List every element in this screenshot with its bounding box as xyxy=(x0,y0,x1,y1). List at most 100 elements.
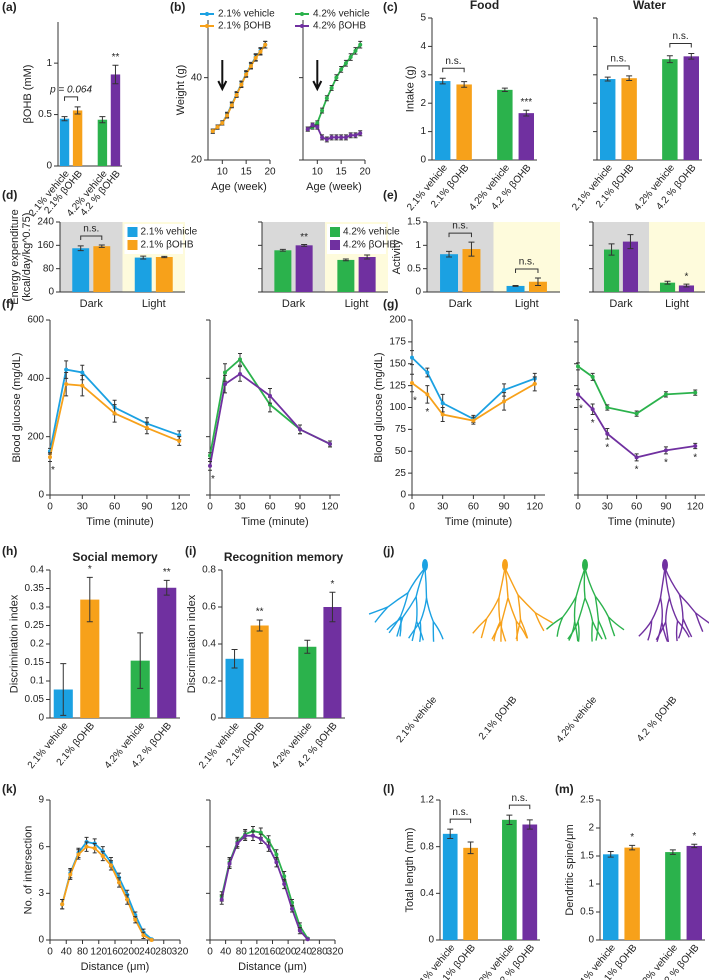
y-tick-label: 0 xyxy=(38,490,44,501)
y-tick-label: 0.4 xyxy=(30,565,44,576)
x-tick-label: 30 xyxy=(437,502,449,513)
x-tick-label: 20 xyxy=(359,167,371,178)
neurite xyxy=(517,594,536,614)
point xyxy=(329,135,334,140)
x-tick-label: 40 xyxy=(61,947,73,958)
neurite xyxy=(480,618,488,639)
point xyxy=(339,67,344,72)
neurite xyxy=(682,618,693,638)
bar xyxy=(497,89,513,160)
panel-label: (m) xyxy=(555,782,574,796)
bar xyxy=(295,245,313,292)
bar xyxy=(157,587,177,718)
point xyxy=(290,906,295,911)
x-axis-label: Time (minute) xyxy=(608,516,675,528)
significance: * xyxy=(692,831,696,842)
error-bar xyxy=(98,244,105,248)
bracket xyxy=(449,818,472,824)
neurite xyxy=(591,621,603,640)
y-tick-label: 1.5 xyxy=(407,217,421,228)
error-bar xyxy=(683,283,690,288)
error-bar xyxy=(534,277,541,286)
point xyxy=(425,370,430,375)
y-tick-label: 1.5 xyxy=(580,851,594,862)
point xyxy=(298,427,302,432)
x-tick-label: 120 xyxy=(687,502,704,513)
x-tick-label: 280 xyxy=(311,947,328,958)
series-line xyxy=(220,830,309,939)
point xyxy=(339,135,344,140)
x-tick-label: 280 xyxy=(155,947,172,958)
y-tick-label: 0.15 xyxy=(25,657,45,668)
point xyxy=(532,381,537,386)
neurite xyxy=(419,597,428,623)
point xyxy=(238,357,242,362)
point xyxy=(239,82,244,87)
neurite xyxy=(597,620,607,640)
soma xyxy=(582,559,588,571)
x-tick-label: 240 xyxy=(295,947,312,958)
neurite xyxy=(573,621,579,642)
point xyxy=(315,120,320,125)
point xyxy=(693,390,698,395)
bar xyxy=(462,249,481,292)
bar xyxy=(250,625,269,718)
y-tick-label: 400 xyxy=(27,373,44,384)
x-tick-label: 0 xyxy=(207,947,213,958)
category-label: Dark xyxy=(609,298,633,310)
bar xyxy=(298,646,317,718)
series-line xyxy=(411,382,536,422)
y-tick-label: 1.2 xyxy=(420,795,434,806)
point xyxy=(471,418,476,423)
neurite xyxy=(402,596,417,618)
error-bar xyxy=(86,576,93,623)
bracket-label: p = 0.064 xyxy=(49,84,92,95)
neurite xyxy=(517,594,522,620)
neurite xyxy=(694,612,704,632)
x-tick-label: 20 xyxy=(264,167,276,178)
y-tick-label: 160 xyxy=(37,240,54,251)
point xyxy=(315,125,320,130)
bracket xyxy=(515,268,539,273)
y-tick-label: 2.5 xyxy=(580,795,594,806)
neurite xyxy=(408,621,421,639)
panel-label: (b) xyxy=(170,0,185,14)
neurite xyxy=(498,597,501,623)
arrow xyxy=(312,60,323,92)
y-tick-label: 5 xyxy=(420,13,426,24)
neurite xyxy=(678,594,684,619)
bracket xyxy=(442,67,465,73)
y-axis-label: Discrimination index xyxy=(8,594,20,693)
legend-label: 4.2% vehicle xyxy=(313,9,370,20)
point xyxy=(334,75,339,80)
point xyxy=(258,836,263,841)
neurite xyxy=(472,618,488,634)
bar xyxy=(506,285,525,292)
neurite xyxy=(374,606,389,623)
error-bar xyxy=(231,649,238,669)
x-tick-label: 30 xyxy=(234,502,246,513)
bar xyxy=(97,119,108,166)
bar xyxy=(522,824,538,940)
series-line xyxy=(61,845,153,941)
bar xyxy=(72,110,83,166)
bar xyxy=(600,79,616,160)
bar xyxy=(603,854,619,940)
x-tick-label: 0 xyxy=(207,502,213,513)
point xyxy=(634,455,639,460)
bar xyxy=(323,607,342,718)
x-tick-label: 60 xyxy=(631,502,643,513)
neurite xyxy=(647,620,653,641)
bracket xyxy=(80,235,103,241)
bar xyxy=(502,819,517,940)
point xyxy=(343,135,348,140)
neurite xyxy=(567,621,579,640)
error-bar xyxy=(468,241,475,257)
point xyxy=(605,405,610,410)
significance: * xyxy=(211,474,215,485)
point xyxy=(353,133,358,138)
x-tick-label: 60 xyxy=(468,502,480,513)
y-axis-label: Discrimination index xyxy=(186,594,198,693)
x-tick-label: 120 xyxy=(526,502,543,513)
